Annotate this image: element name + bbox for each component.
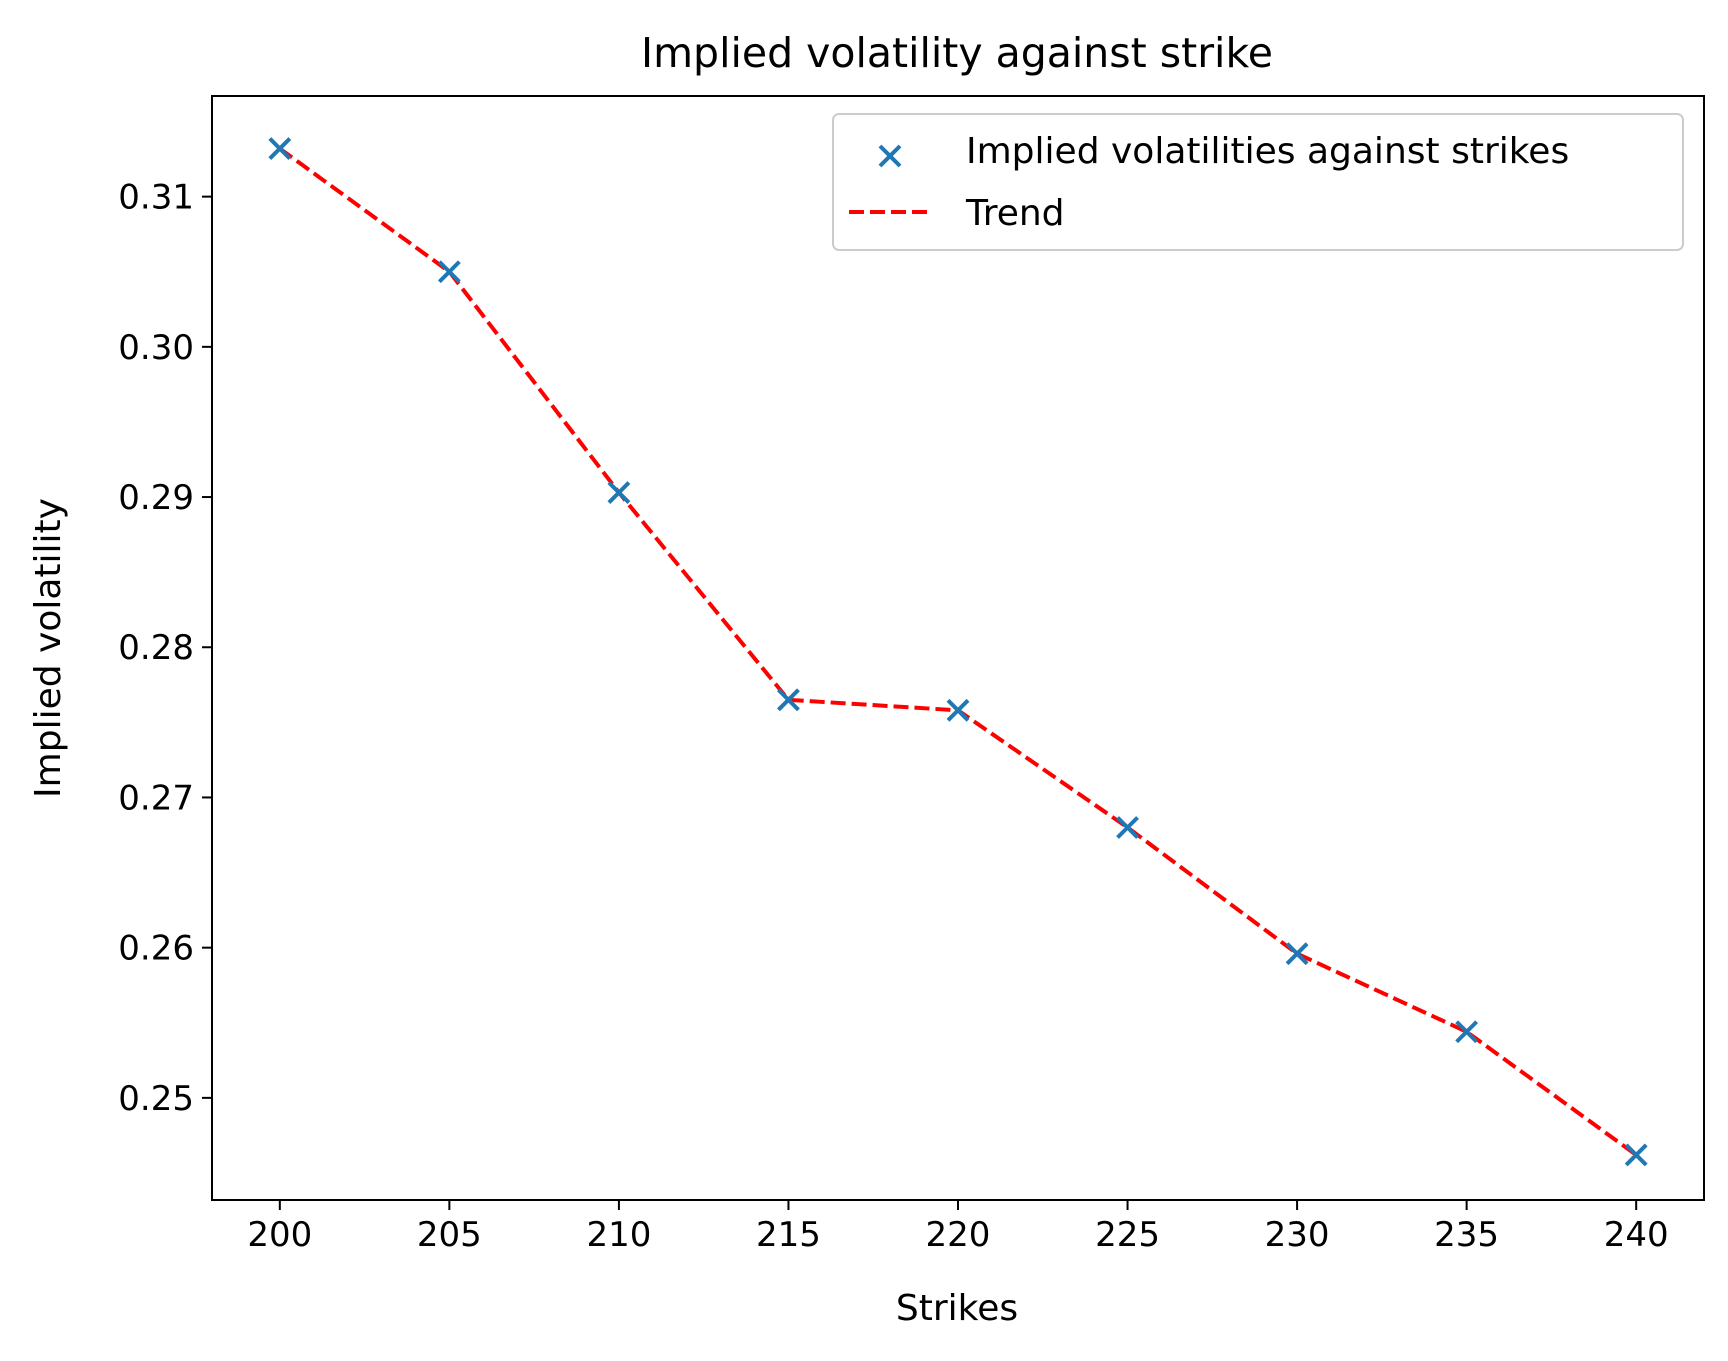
x-tick-label: 200 [247, 1215, 312, 1255]
legend-marker-scatter [878, 144, 902, 168]
x-tick-label: 225 [1095, 1215, 1160, 1255]
x-tick-label: 215 [756, 1215, 821, 1255]
chart-title: Implied volatility against strike [641, 29, 1273, 77]
scatter-point [607, 481, 631, 504]
x-tick-label: 210 [586, 1215, 651, 1255]
scatter-point [1455, 1020, 1479, 1044]
y-axis: 0.25 0.26 0.27 0.28 0.29 0.30 0.31 [118, 178, 212, 1119]
x-tick-label: 205 [417, 1215, 482, 1255]
scatter-point [437, 260, 461, 284]
legend-label-scatter: Implied volatilities against strikes [966, 131, 1569, 172]
y-tick-label: 0.25 [118, 1079, 194, 1119]
y-tick-label: 0.27 [118, 778, 194, 818]
scatter-point [777, 688, 800, 712]
plot-area [268, 137, 1648, 1167]
y-axis-title: Implied volatility [28, 498, 69, 798]
y-tick-label: 0.29 [118, 478, 194, 518]
legend: Implied volatilities against strikes Tre… [832, 113, 1684, 251]
y-tick-label: 0.28 [118, 628, 194, 668]
y-tick-label: 0.26 [118, 929, 194, 969]
x-tick-label: 235 [1434, 1215, 1499, 1255]
y-tick-label: 0.31 [118, 178, 194, 218]
x-axis-title: Strikes [896, 1288, 1018, 1329]
x-tick-label: 230 [1265, 1215, 1330, 1255]
scatter-point [1116, 816, 1139, 839]
x-axis: 200 205 210 215 220 225 230 235 240 [247, 1200, 1669, 1255]
x-tick-label: 240 [1604, 1215, 1669, 1255]
scatter-point [1285, 942, 1309, 966]
scatter-point [1624, 1143, 1648, 1167]
legend-label-trend: Trend [965, 193, 1065, 234]
legend-box [832, 113, 1684, 251]
scatter-point [268, 137, 292, 160]
scatter-point [946, 698, 970, 722]
y-tick-label: 0.30 [118, 328, 194, 368]
x-tick-label: 220 [926, 1215, 991, 1255]
